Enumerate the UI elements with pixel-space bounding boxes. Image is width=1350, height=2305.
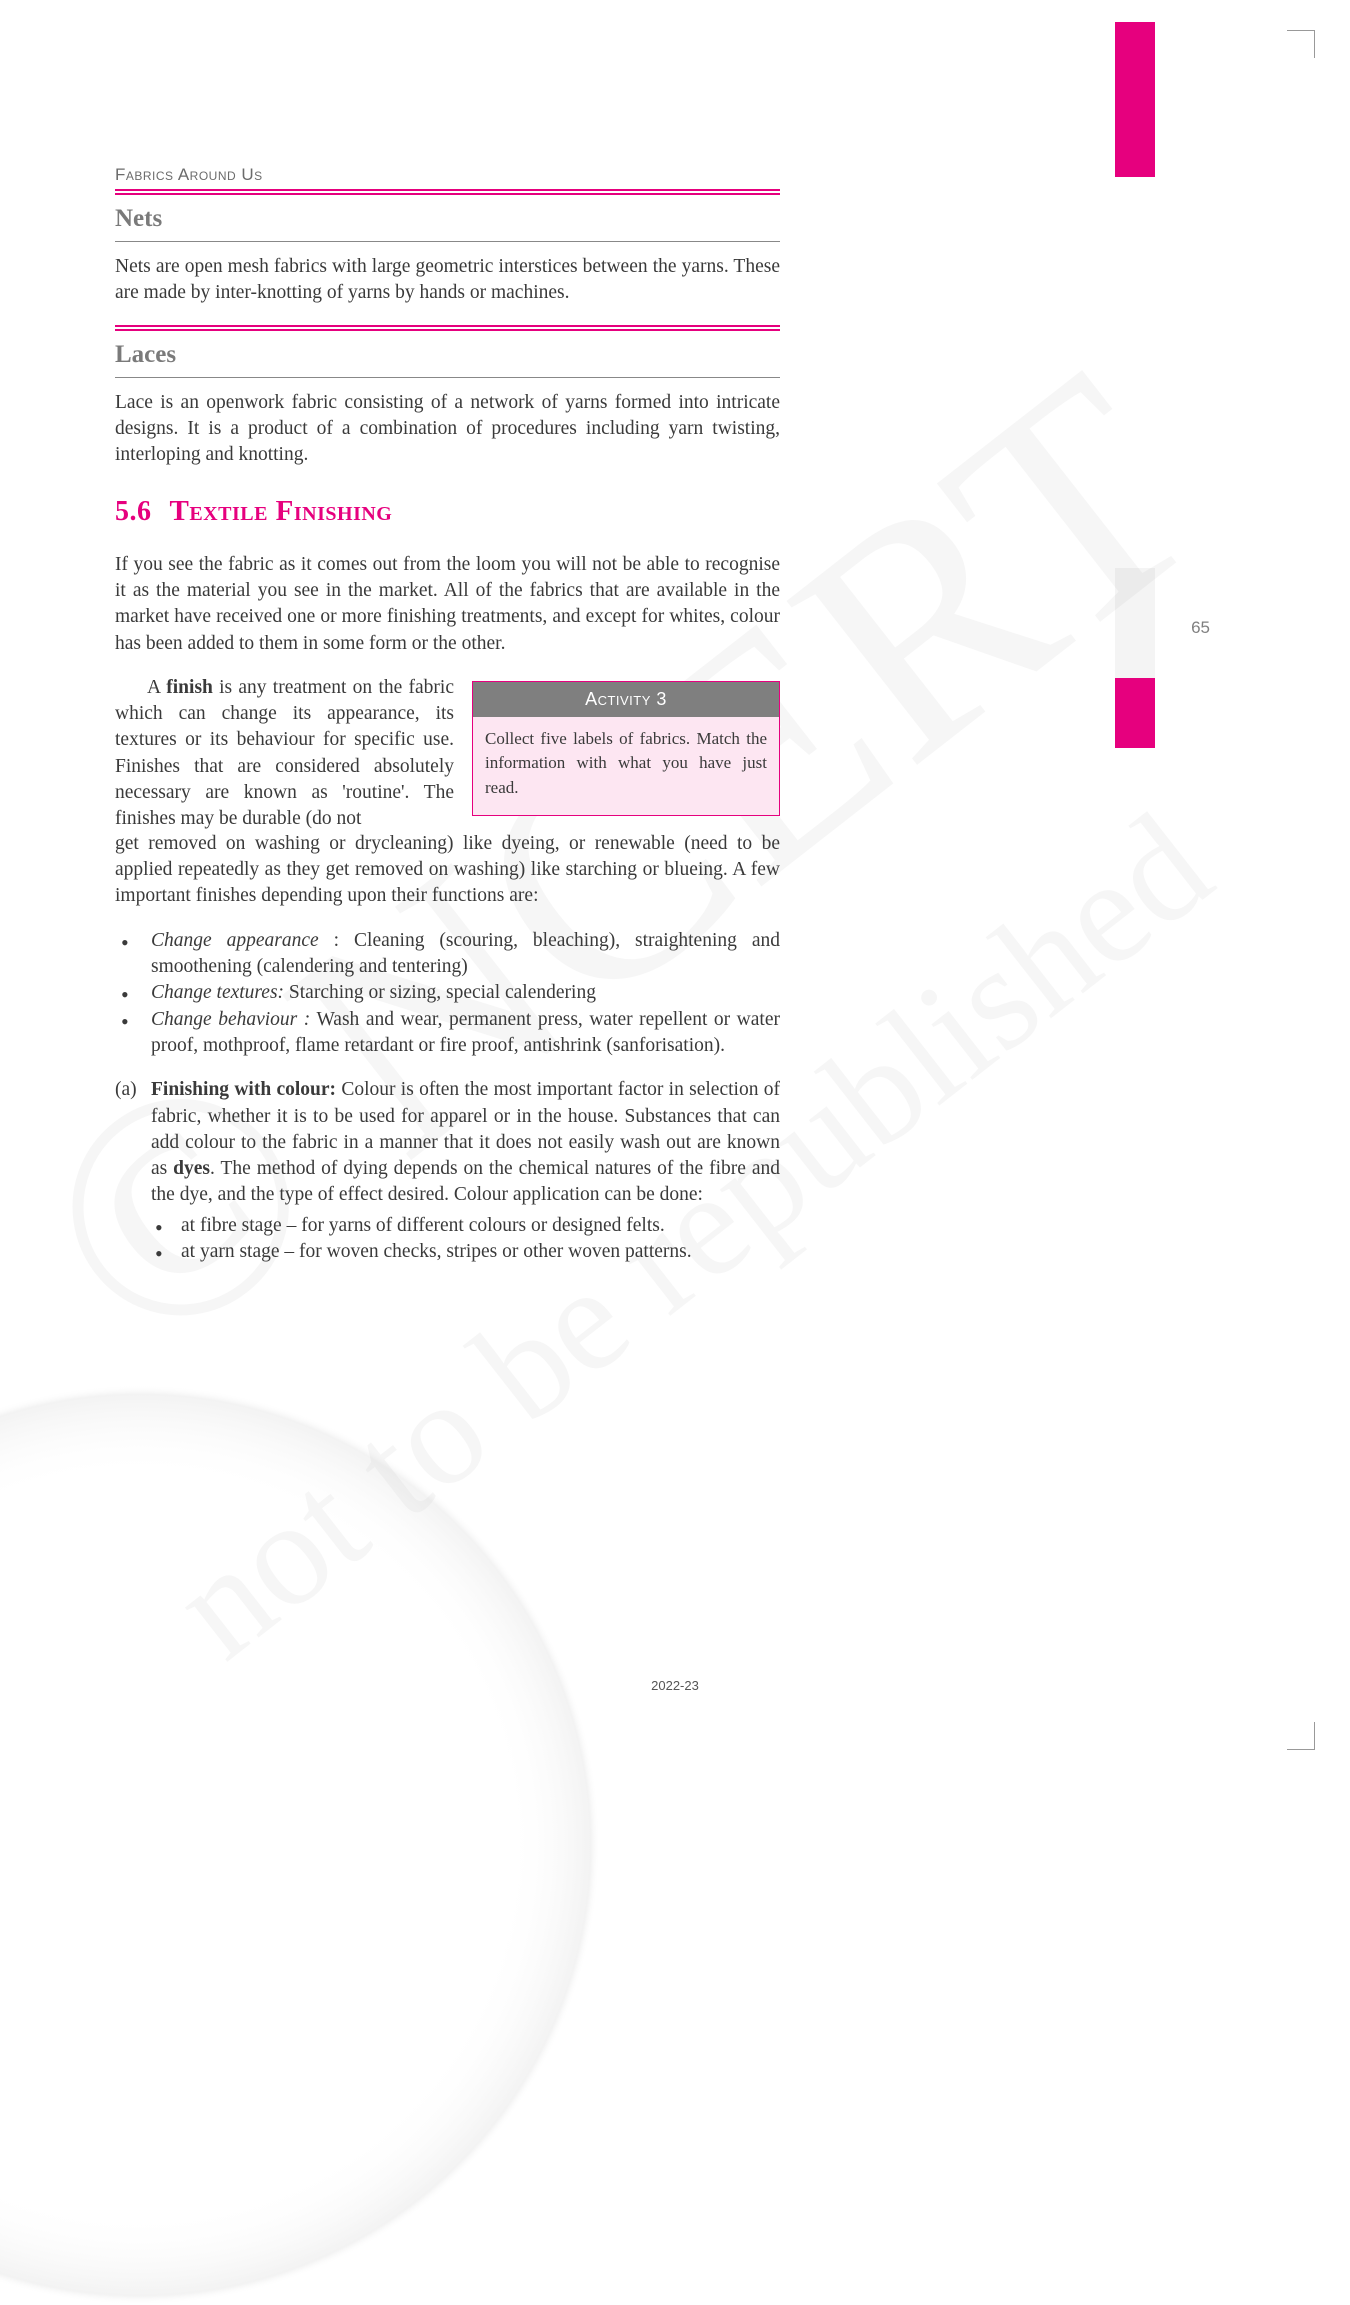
nets-paragraph: Nets are open mesh fabrics with large ge… xyxy=(115,254,780,307)
activity-header: Activity 3 xyxy=(472,681,780,717)
laces-paragraph: Lace is an openwork fabric consisting of… xyxy=(115,390,780,469)
rule-accent-4 xyxy=(115,329,780,331)
content-column: Fabrics Around Us Nets Nets are open mes… xyxy=(115,165,780,1265)
running-head: Fabrics Around Us xyxy=(115,165,780,185)
bullet-textures-rest: Starching or sizing, special calendering xyxy=(284,982,596,1003)
finishing-para2-wrap: Activity 3 Collect five labels of fabric… xyxy=(115,675,780,833)
subhead-rule-laces xyxy=(115,377,780,378)
item-a-body: (a) Finishing with colour: Colour is oft… xyxy=(115,1077,780,1265)
section-title-finishing: 5.6 Textile Finishing xyxy=(115,495,780,528)
item-a: (a) Finishing with colour: Colour is oft… xyxy=(115,1077,780,1265)
item-a-text2: . The method of dying depends on the che… xyxy=(151,1158,780,1205)
rule-accent-3 xyxy=(115,325,780,327)
para2-bold-finish: finish xyxy=(166,677,213,698)
activity-body: Collect five labels of fabrics. Match th… xyxy=(472,717,780,816)
bullet-appearance-label: Change appearance xyxy=(151,930,319,951)
section-title-text: Textile Finishing xyxy=(170,495,393,527)
bullet-textures: Change textures: Starching or sizing, sp… xyxy=(115,980,780,1006)
footer-year: 2022-23 xyxy=(0,1678,1350,1693)
sub-bullet-fibre: at fibre stage – for yarns of different … xyxy=(151,1213,780,1239)
para2a: A xyxy=(147,677,166,698)
subhead-laces: Laces xyxy=(115,341,780,369)
finishing-bullets: Change appearance : Cleaning (scouring, … xyxy=(115,928,780,1060)
para2c: is any treatment on the fabric which can… xyxy=(115,677,454,830)
finishing-para1: If you see the fabric as it comes out fr… xyxy=(115,552,780,657)
section-number: 5.6 xyxy=(115,496,152,527)
item-a-dyes: dyes xyxy=(173,1158,210,1179)
sub-bullet-yarn: at yarn stage – for woven checks, stripe… xyxy=(151,1239,780,1265)
activity-box: Activity 3 Collect five labels of fabric… xyxy=(472,681,780,816)
bullet-behaviour-label: Change behaviour : xyxy=(151,1009,310,1030)
item-a-subbullets: at fibre stage – for yarns of different … xyxy=(151,1213,780,1266)
rule-accent-1 xyxy=(115,189,780,191)
bullet-textures-label: Change textures: xyxy=(151,982,284,1003)
bullet-appearance: Change appearance : Cleaning (scouring, … xyxy=(115,928,780,981)
item-a-marker: (a) xyxy=(115,1077,137,1103)
bullet-behaviour: Change behaviour : Wash and wear, perman… xyxy=(115,1007,780,1060)
rule-accent-2 xyxy=(115,193,780,195)
subhead-nets: Nets xyxy=(115,205,780,233)
finishing-para2-cont: get removed on washing or drycleaning) l… xyxy=(115,831,780,910)
subhead-rule-nets xyxy=(115,241,780,242)
item-a-lead: Finishing with colour: xyxy=(151,1079,336,1100)
